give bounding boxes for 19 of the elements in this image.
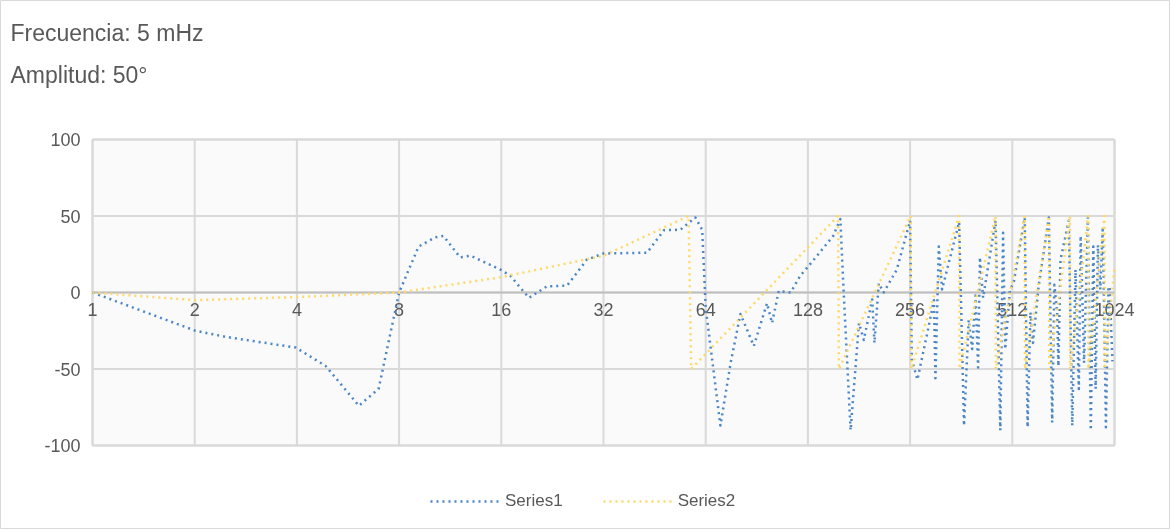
x-tick-label: 1024 — [1094, 299, 1135, 320]
y-tick-label: -50 — [54, 359, 81, 380]
x-tick-label: 128 — [792, 299, 823, 320]
x-tick-label: 4 — [291, 299, 302, 320]
x-tick-label: 8 — [394, 299, 405, 320]
x-tick-label: 16 — [491, 299, 512, 320]
y-tick-label: 100 — [50, 130, 81, 150]
legend-label: Series1 — [505, 491, 563, 511]
y-tick-label: 0 — [70, 283, 81, 303]
x-tick-label: 1 — [87, 299, 98, 320]
x-tick-label: 256 — [895, 299, 926, 320]
legend-label: Series2 — [677, 491, 736, 511]
x-tick-label: 32 — [593, 299, 614, 320]
x-tick-label: 2 — [189, 299, 200, 320]
chart-subtitle: Amplitud: 50° — [10, 61, 148, 88]
chart-title: Frecuencia: 5 mHz — [10, 19, 204, 46]
y-tick-label: 50 — [60, 206, 81, 227]
x-tick-label: 64 — [695, 299, 716, 320]
y-tick-label: -100 — [44, 436, 81, 456]
